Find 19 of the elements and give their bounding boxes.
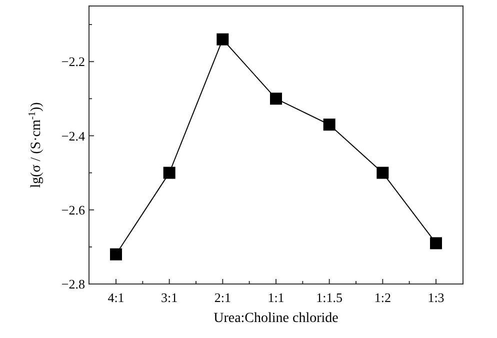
x-tick-label: 1:3 <box>428 290 444 305</box>
x-tick-label: 1:1.5 <box>316 290 343 305</box>
point <box>376 166 389 179</box>
point <box>430 237 442 250</box>
x-tick-label: 1:2 <box>374 290 391 305</box>
y-tick-label: −2.6 <box>61 202 86 218</box>
x-axis-title: Urea:Choline chloride <box>214 311 338 326</box>
x-tick-label: 2:1 <box>214 290 231 305</box>
point <box>163 166 176 179</box>
point <box>110 248 122 260</box>
point <box>216 33 229 46</box>
y-tick-label: −2.4 <box>61 128 86 144</box>
x-tick-label: 1:1 <box>268 290 284 305</box>
point <box>270 92 282 105</box>
point <box>323 118 336 131</box>
x-tick-label: 4:1 <box>108 290 124 305</box>
x-tick-label: 3:1 <box>161 290 178 305</box>
y-tick-label: −2.2 <box>61 54 85 70</box>
y-tick-label: −2.8 <box>61 276 85 292</box>
